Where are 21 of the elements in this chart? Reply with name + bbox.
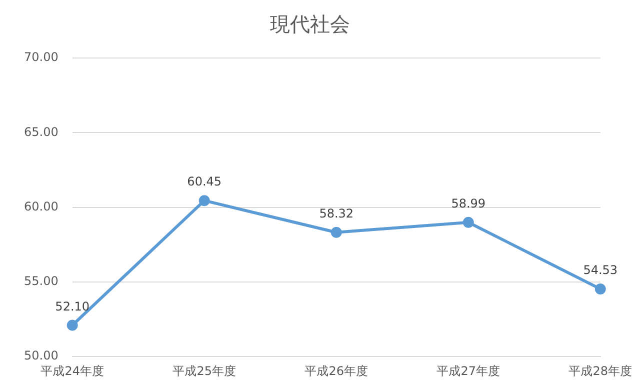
data-label: 52.10 <box>55 299 90 314</box>
data-label: 60.45 <box>187 174 222 189</box>
data-label: 58.99 <box>451 196 486 211</box>
x-tick-label: 平成26年度 <box>304 364 368 378</box>
point <box>594 283 606 294</box>
x-tick-label: 平成24年度 <box>40 364 104 378</box>
y-tick-label: 50.00 <box>24 348 58 363</box>
y-tick-label: 60.00 <box>24 199 58 214</box>
x-tick-label: 平成25年度 <box>172 364 236 378</box>
x-tick-label: 平成28年度 <box>568 364 632 378</box>
y-tick-label: 65.00 <box>24 124 58 139</box>
point <box>462 216 474 228</box>
x-tick-label: 平成27年度 <box>436 364 500 378</box>
data-label: 54.53 <box>583 263 618 278</box>
point <box>330 226 342 238</box>
chart-title: 現代社会 <box>270 12 350 36</box>
data-label: 58.32 <box>319 206 354 221</box>
y-tick-label: 70.00 <box>24 50 58 64</box>
y-tick-label: 55.00 <box>24 274 58 288</box>
point <box>198 195 210 206</box>
point <box>66 320 78 331</box>
